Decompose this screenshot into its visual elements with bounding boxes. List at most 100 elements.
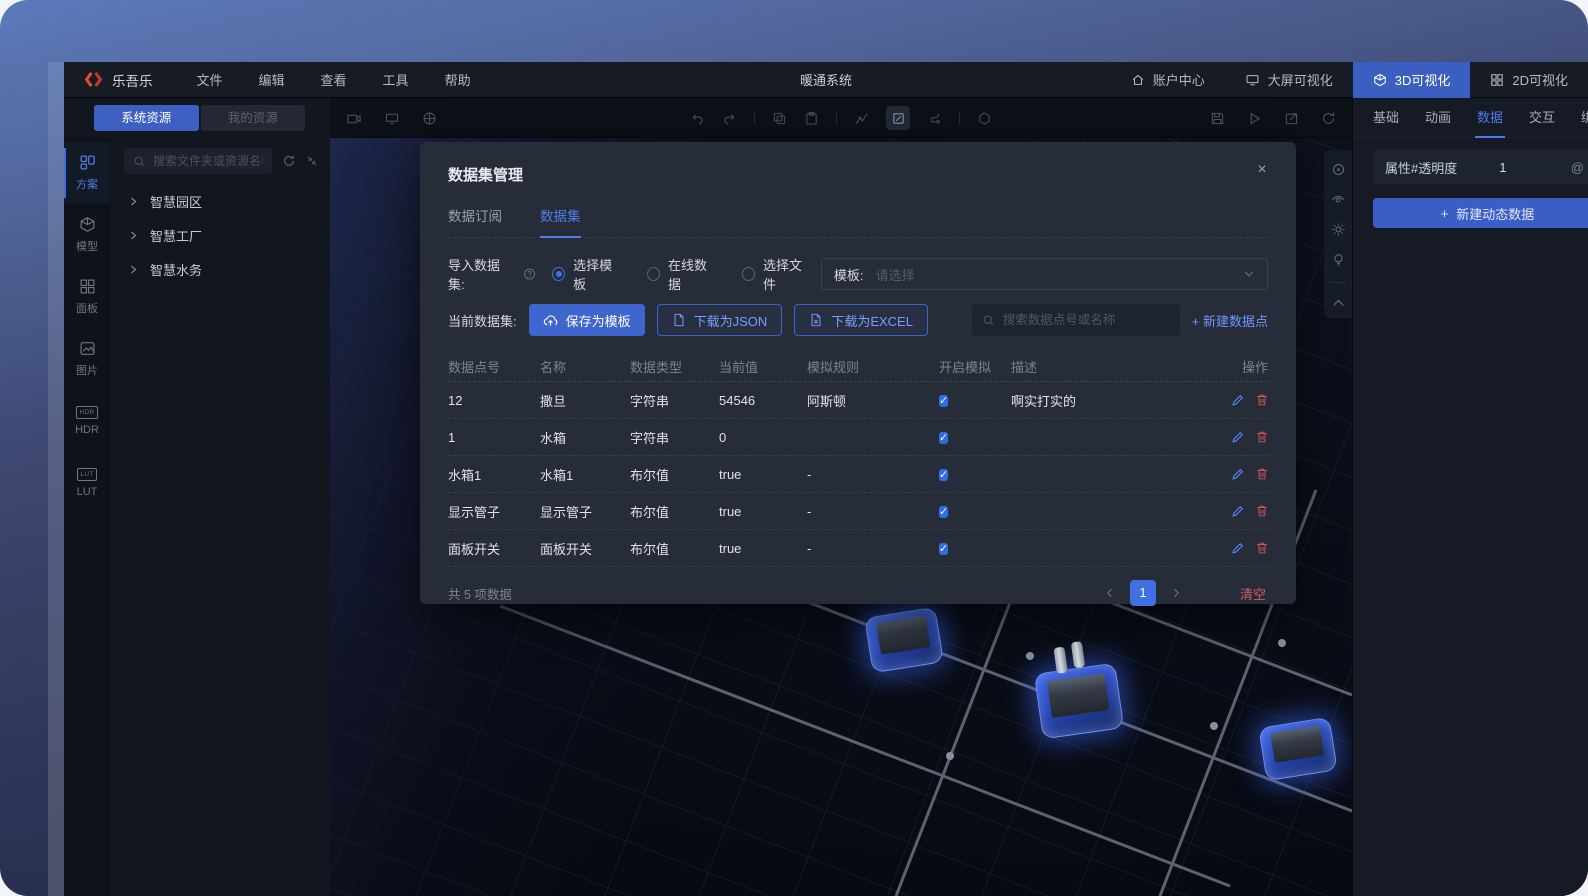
menu-view[interactable]: 查看 <box>320 73 347 88</box>
device-pump-3[interactable] <box>1258 716 1338 782</box>
delete-icon[interactable] <box>1255 467 1269 481</box>
redo-icon[interactable] <box>722 111 737 126</box>
radio-choose-template[interactable]: 选择模板 <box>552 255 621 293</box>
viewport-float-toolbar <box>1324 150 1352 318</box>
clear-all-link[interactable]: 清空 <box>1239 586 1266 602</box>
viz-2d-button[interactable]: 2D可视化 <box>1470 62 1588 98</box>
new-dynamic-data-button[interactable]: + 新建动态数据 <box>1373 198 1588 228</box>
save-as-template-button[interactable]: 保存为模板 <box>528 304 645 336</box>
edit-icon[interactable] <box>1231 467 1245 481</box>
device-pump-2[interactable] <box>1033 641 1125 740</box>
export-icon[interactable] <box>1284 111 1299 126</box>
tab-system-resources[interactable]: 系统资源 <box>94 105 199 131</box>
tab-binding[interactable]: 绑定 <box>1581 98 1588 138</box>
simulate-checkbox[interactable]: ✓ <box>939 431 949 444</box>
reload-icon[interactable] <box>1321 111 1336 126</box>
globe-icon[interactable] <box>422 111 437 126</box>
lasso-tool-icon[interactable] <box>927 111 942 126</box>
camera-icon[interactable] <box>346 111 362 126</box>
simulate-checkbox[interactable]: ✓ <box>939 542 949 555</box>
new-datapoint-link[interactable]: + 新建数据点 <box>1191 313 1268 329</box>
menubar-right: 账户中心 大屏可视化 3D可视化 <box>1111 61 1588 98</box>
copy-icon[interactable] <box>772 111 787 126</box>
account-center-button[interactable]: 账户中心 <box>1111 62 1225 98</box>
rail-item-plan[interactable]: 方案 <box>64 142 110 204</box>
sun-light-icon[interactable] <box>1331 222 1346 237</box>
template-select[interactable]: 模板: 请选择 <box>820 258 1268 290</box>
device-pump-1[interactable] <box>864 606 944 674</box>
menu-file[interactable]: 文件 <box>196 73 223 88</box>
undo-icon[interactable] <box>690 111 705 126</box>
download-excel-button[interactable]: 下载为EXCEL <box>794 304 928 336</box>
rail-item-lut[interactable]: LUT LUT <box>64 452 110 514</box>
orbit-view-icon[interactable] <box>1330 192 1346 207</box>
delete-icon[interactable] <box>1255 430 1269 444</box>
radio-choose-file[interactable]: 选择文件 <box>741 255 811 293</box>
resource-search-input[interactable] <box>153 154 263 168</box>
tab-basic[interactable]: 基础 <box>1373 109 1400 125</box>
model-cube-icon <box>80 217 94 232</box>
modal-close-button[interactable]: × <box>1257 161 1267 178</box>
tree-item-smart-water[interactable]: 智慧水务 <box>110 252 330 286</box>
big-screen-viz-button[interactable]: 大屏可视化 <box>1225 62 1353 98</box>
lamp-icon[interactable] <box>1331 252 1346 267</box>
menu-edit[interactable]: 编辑 <box>258 73 285 88</box>
menu-tools[interactable]: 工具 <box>382 73 409 88</box>
tab-data-subscribe[interactable]: 数据订阅 <box>448 209 502 224</box>
delete-icon[interactable] <box>1255 504 1269 518</box>
col-type: 数据类型 <box>630 360 683 375</box>
app-logo[interactable]: 乐吾乐 <box>84 70 153 90</box>
page-prev-icon[interactable] <box>1104 587 1116 599</box>
refresh-icon[interactable] <box>282 154 296 168</box>
page-next-icon[interactable] <box>1170 587 1182 599</box>
bind-link-icon[interactable]: @ <box>1570 159 1584 175</box>
rail-item-model[interactable]: 模型 <box>64 204 110 266</box>
hexagon-tool-icon[interactable] <box>977 111 992 126</box>
pump-machine <box>1047 672 1110 718</box>
tab-dataset[interactable]: 数据集 <box>540 205 581 238</box>
dynamic-data-row[interactable]: 属性#透明度 1 @ <box>1373 150 1588 184</box>
tab-my-resources[interactable]: 我的资源 <box>200 105 305 131</box>
edit-icon[interactable] <box>1231 504 1245 518</box>
toolbar-separator <box>754 111 755 125</box>
rail-item-image[interactable]: 图片 <box>64 328 110 390</box>
delete-icon[interactable] <box>1255 393 1269 407</box>
edit-icon[interactable] <box>1231 393 1245 407</box>
download-json-button[interactable]: 下载为JSON <box>656 304 783 336</box>
rail-item-hdr[interactable]: HDR HDR <box>64 390 110 452</box>
tab-interaction[interactable]: 交互 <box>1529 109 1556 125</box>
tree-item-smart-factory[interactable]: 智慧工厂 <box>110 218 330 252</box>
menu-help[interactable]: 帮助 <box>444 73 471 88</box>
table-row: 12 撒旦 字符串 54546 阿斯顿 ✓ 啊实打实的 <box>448 382 1268 419</box>
play-icon[interactable] <box>1247 111 1262 126</box>
page-number-button[interactable]: 1 <box>1129 580 1156 606</box>
simulate-checkbox[interactable]: ✓ <box>939 505 949 518</box>
viz-3d-button[interactable]: 3D可视化 <box>1352 61 1471 98</box>
focus-target-icon[interactable] <box>1331 162 1346 177</box>
rect-tool-active[interactable] <box>886 106 910 130</box>
tab-data[interactable]: 数据 <box>1475 98 1506 138</box>
tab-animation[interactable]: 动画 <box>1425 109 1452 125</box>
chevron-up-icon[interactable] <box>1332 298 1345 308</box>
screen-icon[interactable] <box>384 111 400 126</box>
datapoint-search-input[interactable] <box>1002 313 1170 327</box>
cloud-upload-icon <box>543 314 558 326</box>
delete-icon[interactable] <box>1255 541 1269 555</box>
save-icon[interactable] <box>1210 111 1225 126</box>
edit-icon[interactable] <box>1231 430 1245 444</box>
paste-icon[interactable] <box>804 111 819 126</box>
collapse-icon[interactable] <box>306 155 318 167</box>
cell-value: true <box>719 466 742 482</box>
polyline-tool-icon[interactable] <box>854 111 869 126</box>
resource-search[interactable] <box>124 148 272 174</box>
datapoint-search[interactable] <box>971 304 1180 336</box>
radio-online-data[interactable]: 在线数据 <box>646 255 716 293</box>
cube-3d-icon <box>1373 73 1386 86</box>
col-name: 名称 <box>540 360 567 375</box>
simulate-checkbox[interactable]: ✓ <box>939 468 949 481</box>
simulate-checkbox[interactable]: ✓ <box>939 394 949 407</box>
rail-item-panel[interactable]: 面板 <box>64 266 110 328</box>
help-icon[interactable] <box>523 267 536 281</box>
edit-icon[interactable] <box>1231 541 1245 555</box>
tree-item-smart-park[interactable]: 智慧园区 <box>110 184 330 218</box>
